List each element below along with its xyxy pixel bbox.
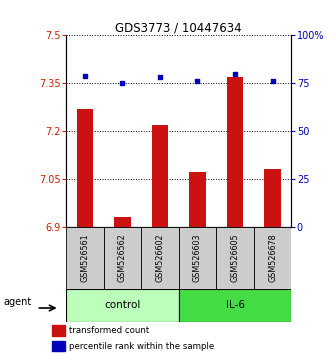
Text: transformed count: transformed count	[69, 326, 149, 335]
Text: GSM526678: GSM526678	[268, 233, 277, 282]
FancyBboxPatch shape	[216, 227, 254, 289]
Bar	[152, 125, 168, 227]
Bar	[76, 109, 93, 227]
Point	[195, 79, 200, 84]
Point	[157, 75, 163, 80]
FancyBboxPatch shape	[66, 289, 179, 322]
Text: GSM526562: GSM526562	[118, 233, 127, 282]
Bar	[264, 169, 281, 227]
FancyBboxPatch shape	[179, 289, 291, 322]
Bar	[189, 172, 206, 227]
Bar	[114, 217, 131, 227]
Bar	[52, 341, 65, 352]
Text: agent: agent	[3, 297, 31, 307]
Text: GSM526605: GSM526605	[230, 233, 240, 282]
Text: GSM526602: GSM526602	[156, 233, 165, 282]
FancyBboxPatch shape	[104, 227, 141, 289]
Text: control: control	[104, 300, 141, 310]
FancyBboxPatch shape	[179, 227, 216, 289]
Text: GSM526603: GSM526603	[193, 233, 202, 282]
Text: percentile rank within the sample: percentile rank within the sample	[69, 342, 214, 351]
Point	[232, 71, 238, 76]
FancyBboxPatch shape	[66, 227, 104, 289]
Point	[82, 73, 88, 78]
Point	[270, 79, 275, 84]
Bar	[226, 77, 243, 227]
Text: GSM526561: GSM526561	[80, 233, 89, 282]
Text: IL-6: IL-6	[225, 300, 245, 310]
Point	[120, 80, 125, 86]
FancyBboxPatch shape	[141, 227, 179, 289]
Title: GDS3773 / 10447634: GDS3773 / 10447634	[116, 21, 242, 34]
FancyBboxPatch shape	[254, 227, 291, 289]
Bar	[52, 325, 65, 336]
